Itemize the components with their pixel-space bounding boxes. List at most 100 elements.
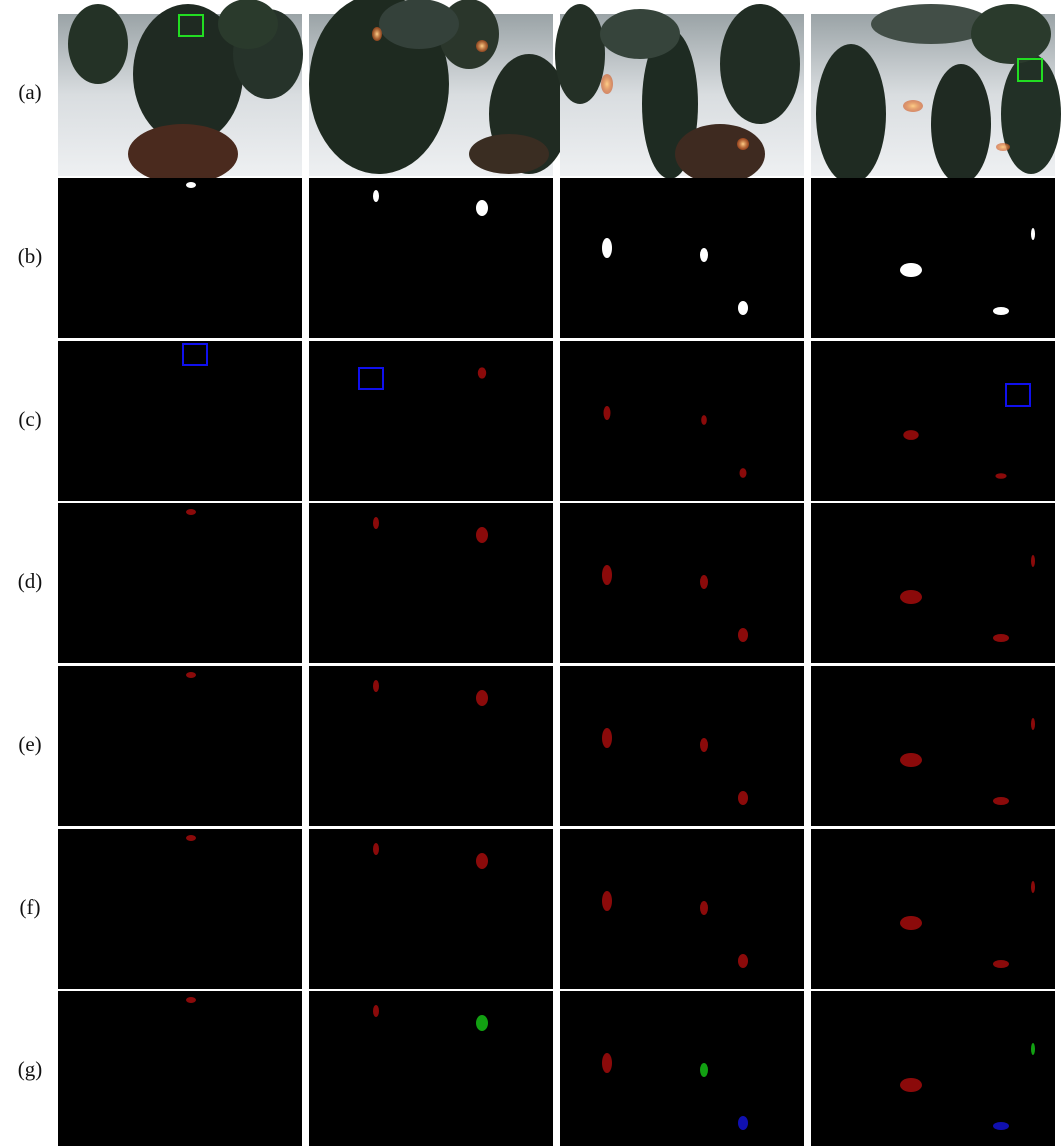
mask (811, 829, 1055, 989)
mask-background (811, 991, 1055, 1146)
mask-blob (373, 680, 379, 692)
mask (560, 991, 804, 1146)
tree (469, 134, 549, 174)
mask-background (560, 991, 804, 1146)
row-label: (a) (18, 80, 41, 104)
mask-blob (738, 791, 748, 805)
mask (309, 991, 553, 1146)
mask-background (58, 991, 302, 1146)
mask-blob (476, 1015, 488, 1031)
mask (58, 666, 302, 826)
mask-blob (700, 1063, 708, 1077)
mask-blob (1031, 1043, 1035, 1055)
mask-blob (373, 1005, 379, 1017)
mask-background (560, 341, 804, 501)
mask (58, 991, 302, 1146)
row-label: (f) (20, 895, 41, 919)
mask-blob (738, 628, 748, 642)
mask (309, 666, 553, 826)
mask-blob (602, 891, 612, 911)
mask-blob (186, 835, 196, 841)
mask (58, 178, 302, 338)
mask-blob (186, 509, 196, 515)
mask-blob (1031, 555, 1035, 567)
mask-blob (995, 473, 1006, 479)
mask-blob (900, 753, 922, 767)
mask-background (309, 666, 553, 826)
tree (931, 64, 991, 184)
mask (309, 178, 553, 338)
mask (560, 666, 804, 826)
tree (68, 4, 128, 84)
mask (560, 503, 804, 663)
mask-blob (186, 182, 196, 188)
mask-blob (373, 517, 379, 529)
mask-blob (738, 1116, 748, 1130)
mask-blob (993, 634, 1009, 642)
mask-background (811, 341, 1055, 501)
mask-blob (700, 901, 708, 915)
tree (816, 44, 886, 184)
mask-background (811, 666, 1055, 826)
tree (1001, 54, 1061, 174)
mask-blob (478, 367, 486, 378)
mask (58, 829, 302, 989)
mask-blob (701, 415, 707, 425)
mask-background (309, 991, 553, 1146)
tree (128, 124, 238, 184)
mask-blob (476, 527, 488, 543)
row-label: (g) (18, 1057, 43, 1081)
row-label: (d) (18, 569, 43, 593)
mask (560, 829, 804, 989)
photo (555, 4, 804, 184)
mask-blob (604, 406, 611, 420)
fire (601, 74, 613, 94)
mask (309, 829, 553, 989)
mask-blob (373, 190, 379, 202)
mask-background (58, 503, 302, 663)
mask-blob (700, 248, 708, 262)
mask-blob (903, 430, 918, 440)
tree (555, 4, 605, 104)
figure: (a)(b)(c)(d)(e)(f)(g) (0, 0, 1062, 1146)
mask-blob (993, 797, 1009, 805)
row-label: (e) (18, 732, 41, 756)
fire (372, 27, 382, 41)
tree (600, 9, 680, 59)
mask-blob (993, 307, 1009, 315)
mask (811, 991, 1055, 1146)
mask-background (309, 341, 553, 501)
mask (811, 178, 1055, 338)
tree (971, 4, 1051, 64)
mask (309, 503, 553, 663)
mask-background (58, 829, 302, 989)
fire (903, 100, 923, 112)
mask-blob (740, 468, 747, 478)
photo (811, 4, 1061, 184)
mask-blob (993, 960, 1009, 968)
mask-background (560, 829, 804, 989)
mask-blob (602, 238, 612, 258)
mask-blob (738, 954, 748, 968)
mask-background (58, 666, 302, 826)
tree (379, 0, 459, 49)
mask-background (560, 666, 804, 826)
mask-blob (900, 590, 922, 604)
mask-blob (1031, 228, 1035, 240)
mask-blob (1031, 881, 1035, 893)
mask-blob (476, 200, 488, 216)
tree (218, 0, 278, 49)
mask-blob (602, 1053, 612, 1073)
tree (720, 4, 800, 124)
mask (811, 341, 1055, 501)
mask-blob (900, 263, 922, 277)
mask-background (309, 503, 553, 663)
mask-blob (602, 565, 612, 585)
mask (560, 178, 804, 338)
mask-background (811, 503, 1055, 663)
mask (58, 503, 302, 663)
mask-blob (700, 575, 708, 589)
fire (996, 143, 1010, 151)
mask-blob (476, 853, 488, 869)
mask (309, 341, 553, 501)
